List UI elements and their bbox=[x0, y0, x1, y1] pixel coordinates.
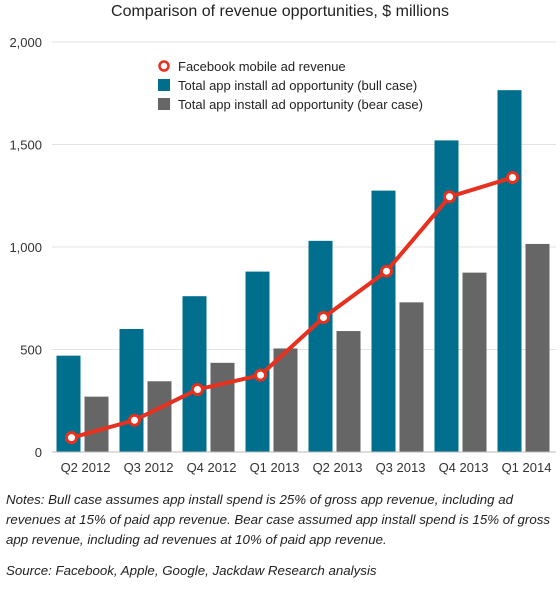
bar-bear-case bbox=[525, 243, 550, 452]
bar-bear-case bbox=[273, 348, 298, 452]
revenue-point bbox=[254, 368, 267, 382]
bar-bear-case bbox=[84, 396, 109, 452]
x-tick-label: Q1 2013 bbox=[250, 460, 300, 475]
chart-source: Source: Facebook, Apple, Google, Jackdaw… bbox=[6, 563, 377, 578]
revenue-line bbox=[65, 171, 519, 445]
legend-label: Facebook mobile ad revenue bbox=[178, 59, 346, 74]
revenue-point bbox=[65, 431, 78, 445]
bar-bear-case bbox=[336, 331, 361, 452]
revenue-point bbox=[443, 190, 456, 204]
legend-swatch bbox=[158, 79, 170, 91]
y-tick-label: 500 bbox=[20, 343, 42, 358]
legend: Facebook mobile ad revenue Total app inst… bbox=[158, 59, 423, 112]
revenue-line-path bbox=[70, 175, 514, 440]
chart-title: Comparison of revenue opportunities, $ m… bbox=[111, 3, 449, 20]
bar-bull-case bbox=[371, 190, 396, 452]
legend-swatch bbox=[158, 98, 170, 110]
bar-bull-case bbox=[434, 140, 459, 452]
legend-line-marker bbox=[158, 60, 170, 72]
bar-bear-case bbox=[462, 272, 487, 452]
y-tick-label: 1,000 bbox=[9, 240, 42, 255]
revenue-point bbox=[128, 413, 141, 427]
x-tick-label: Q1 2014 bbox=[502, 460, 552, 475]
bar-bear-case bbox=[399, 302, 424, 452]
x-tick-label: Q3 2012 bbox=[124, 460, 174, 475]
revenue-point bbox=[380, 264, 393, 278]
y-tick-label: 0 bbox=[35, 445, 42, 460]
bars bbox=[56, 90, 550, 453]
bar-bull-case bbox=[497, 90, 522, 453]
chart-notes: Notes: Bull case assumes app install spe… bbox=[6, 492, 551, 547]
x-tick-label: Q2 2012 bbox=[61, 460, 111, 475]
bar-bull-case bbox=[119, 329, 144, 452]
legend-label: Total app install ad opportunity (bear c… bbox=[178, 97, 423, 112]
y-tick-label: 1,500 bbox=[9, 138, 42, 153]
bar-bull-case bbox=[182, 296, 207, 452]
x-tick-label: Q3 2013 bbox=[376, 460, 426, 475]
bar-bull-case bbox=[308, 240, 333, 452]
bar-bear-case bbox=[210, 362, 235, 452]
x-tick-label: Q4 2012 bbox=[187, 460, 237, 475]
axes: 0 500 1,000 1,500 2,000 Q2 2012 Q3 2012 Q4 2012… bbox=[9, 35, 556, 475]
revenue-point bbox=[317, 311, 330, 325]
x-tick-label: Q4 2013 bbox=[439, 460, 489, 475]
bar-bear-case bbox=[147, 381, 172, 452]
bar-bull-case bbox=[245, 271, 270, 452]
revenue-point bbox=[191, 382, 204, 396]
revenue-chart: 0 500 1,000 1,500 2,000 Q2 2012 Q3 2012 Q4 2012… bbox=[9, 35, 556, 475]
y-tick-label: 2,000 bbox=[9, 35, 42, 50]
revenue-point bbox=[506, 171, 519, 185]
x-tick-label: Q2 2013 bbox=[313, 460, 363, 475]
legend-label: Total app install ad opportunity (bull c… bbox=[178, 78, 417, 93]
